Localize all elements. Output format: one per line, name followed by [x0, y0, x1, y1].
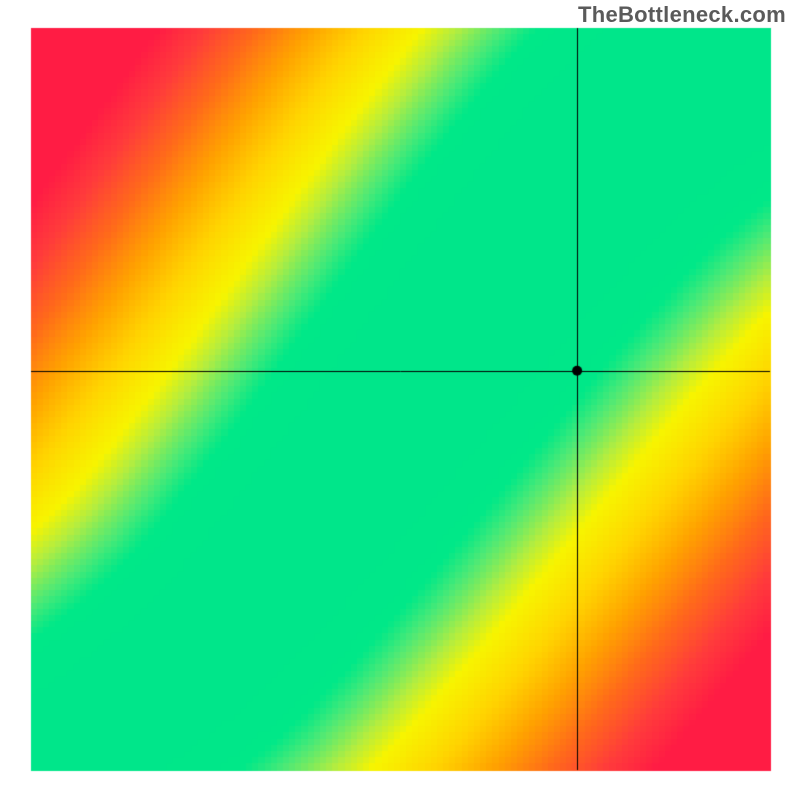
bottleneck-heatmap-canvas [0, 0, 800, 800]
attribution-label: TheBottleneck.com [578, 2, 786, 28]
chart-container: TheBottleneck.com [0, 0, 800, 800]
